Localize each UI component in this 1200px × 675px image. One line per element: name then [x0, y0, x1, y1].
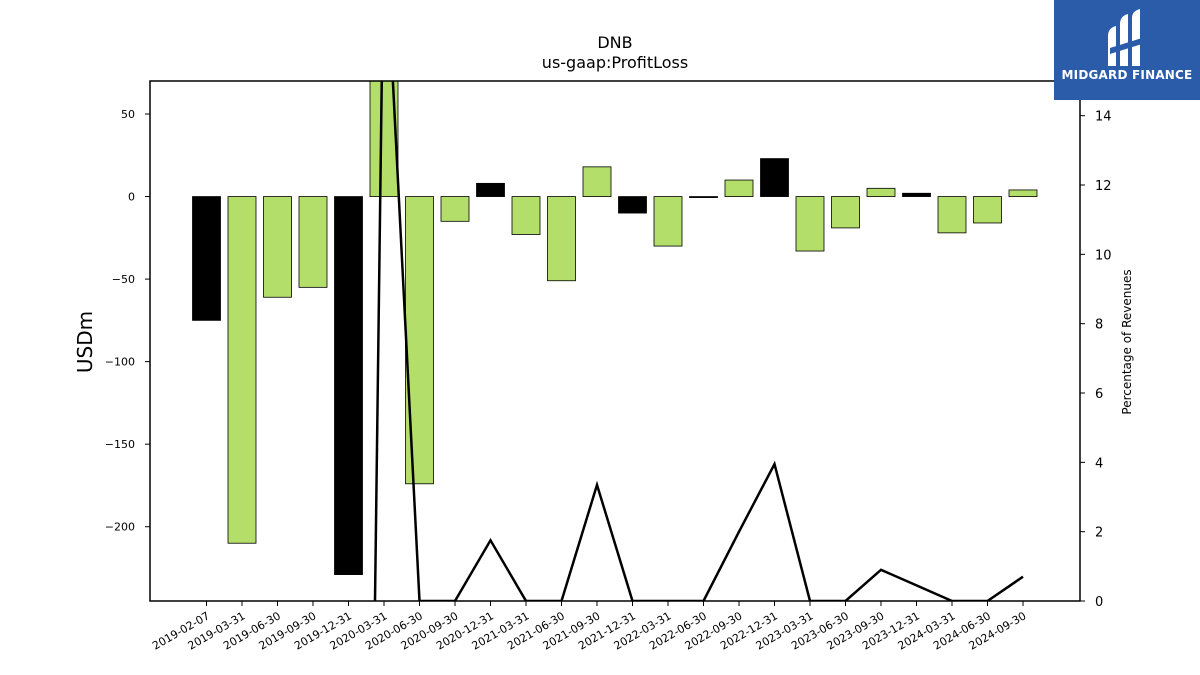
y-tick-label: −100 — [105, 356, 135, 369]
bar-2019-12-31 — [334, 196, 363, 575]
y2-tick-label: 14 — [1095, 110, 1112, 125]
midgard-logo-icon — [1108, 9, 1142, 66]
percentage-of-revenues-line — [373, 81, 1024, 601]
bar-2022-06-30 — [689, 196, 718, 198]
chart-title: DNB — [597, 33, 632, 52]
bar-2023-03-31 — [795, 196, 825, 252]
bar-2023-06-30 — [831, 196, 860, 229]
y2-tick-label: 6 — [1095, 387, 1103, 402]
y-tick-label: −150 — [105, 438, 135, 451]
bar-2019-02-07 — [192, 196, 221, 321]
bar-2024-03-31 — [937, 196, 967, 234]
chart-subtitle: us-gaap:ProfitLoss — [542, 53, 688, 72]
bar-2019-06-30 — [263, 196, 292, 298]
bar-2021-03-31 — [511, 196, 541, 235]
bar-2020-12-31 — [476, 182, 505, 197]
bar-2023-12-31 — [902, 192, 931, 197]
y-tick-label: −50 — [112, 273, 135, 286]
y2-tick-label: 12 — [1095, 179, 1112, 194]
y2-axis-label: Percentage of Revenues — [1120, 269, 1134, 414]
logo-text: MIDGARD FINANCE — [1061, 68, 1193, 82]
bar-2022-09-30 — [724, 179, 754, 197]
bar-2021-12-31 — [618, 196, 647, 214]
bar-2019-09-30 — [298, 196, 328, 288]
bar-2020-09-30 — [440, 196, 470, 222]
bar-2024-09-30 — [1008, 189, 1038, 197]
bar-2022-03-31 — [653, 196, 683, 247]
y-tick-label: 0 — [128, 191, 135, 204]
bar-2022-12-31 — [760, 158, 789, 197]
midgard-finance-logo: MIDGARD FINANCE — [1054, 0, 1200, 100]
bar-2021-09-30 — [582, 166, 612, 197]
plot-frame — [149, 80, 1081, 602]
bars-layer — [192, 81, 1038, 575]
line-layer — [373, 81, 1024, 601]
bar-2021-06-30 — [547, 196, 576, 282]
y2-tick-label: 0 — [1095, 595, 1103, 610]
bar-2024-06-30 — [973, 196, 1002, 224]
bar-2023-09-30 — [866, 187, 896, 197]
y-tick-label: −200 — [105, 521, 135, 534]
bar-2020-06-30 — [405, 196, 434, 485]
y2-tick-label: 10 — [1095, 248, 1112, 263]
y2-tick-label: 4 — [1095, 456, 1103, 471]
bar-2019-03-31 — [227, 196, 257, 544]
y-tick-label: 50 — [121, 108, 135, 121]
y-axis-label: USDm — [73, 311, 97, 373]
y2-tick-label: 2 — [1095, 526, 1103, 541]
y2-tick-label: 8 — [1095, 318, 1103, 333]
